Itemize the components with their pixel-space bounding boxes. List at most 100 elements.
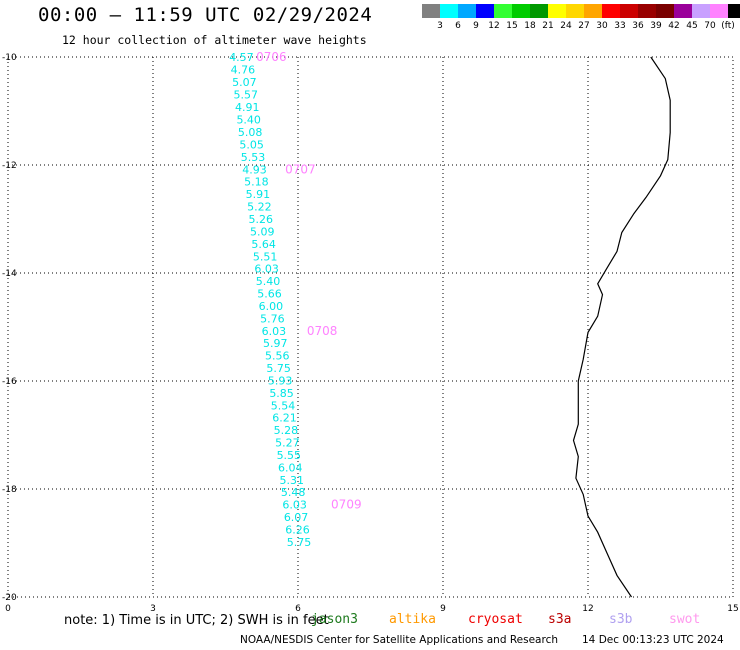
footer-source: NOAA/NESDIS Center for Satellite Applica… [240, 634, 558, 646]
pass-time-label: 0707 [285, 162, 316, 176]
lat-tick-label: -10 [2, 53, 17, 63]
wave-height-label: 5.05 [239, 138, 264, 151]
coastline [572, 56, 671, 598]
pass-time-label: 0709 [331, 498, 362, 512]
satellite-label-cryosat: cryosat [468, 612, 523, 627]
note-text: note: 1) Time is in UTC; 2) SWH is in fe… [64, 613, 329, 628]
colorbar-label: 30 [596, 21, 608, 31]
colorbar-label: 21 [542, 21, 554, 31]
wave-height-label: 4.76 [231, 63, 256, 76]
wave-height-label: 6.04 [278, 461, 303, 474]
colorbar-swatch [512, 4, 530, 18]
wave-height-label: 5.75 [266, 362, 291, 375]
footer-timestamp: 14 Dec 00:13:23 UTC 2024 [582, 634, 724, 646]
wave-height-label: 6.03 [282, 499, 307, 512]
wave-height-label: 6.03 [262, 325, 287, 338]
wave-height-label: 6.26 [285, 524, 310, 537]
colorbar-label: (ft) [721, 21, 735, 31]
colorbar-swatch [638, 4, 656, 18]
colorbar-label: 27 [578, 21, 590, 31]
colorbar-label: 15 [506, 21, 518, 31]
colorbar-label: 70 [704, 21, 716, 31]
colorbar-swatch [494, 4, 512, 18]
pass-time-label: 0706 [256, 50, 287, 64]
satellite-label-jason3: jason3 [311, 612, 358, 627]
map-frame [7, 56, 734, 598]
wave-height-label: 5.51 [253, 250, 278, 263]
wave-height-label: 4.93 [242, 163, 267, 176]
satellite-label-s3b: s3b [609, 612, 633, 627]
colorbar-swatch [584, 4, 602, 18]
wave-height-label: 6.03 [254, 263, 279, 276]
wave-height-label: 5.54 [271, 399, 296, 412]
lat-tick-label: -14 [2, 269, 17, 279]
colorbar-label: 9 [473, 21, 479, 31]
lat-tick-label: -12 [2, 161, 17, 171]
wave-height-label: 5.26 [249, 213, 274, 226]
lon-tick-label: 12 [582, 604, 593, 614]
wave-height-label: 5.27 [275, 437, 300, 450]
wave-height-label: 5.53 [241, 151, 266, 164]
colorbar-swatch [458, 4, 476, 18]
wave-height-label: 5.64 [251, 238, 276, 251]
wave-height-label: 5.91 [246, 188, 271, 201]
colorbar-swatch [440, 4, 458, 18]
colorbar-label: 18 [524, 21, 536, 31]
colorbar-swatch [602, 4, 620, 18]
wave-height-label: 5.56 [265, 350, 290, 363]
wave-height-label: 4.91 [235, 101, 260, 114]
wave-height-label: 6.07 [284, 511, 309, 524]
wave-height-label: 4.57 [229, 51, 254, 64]
colorbar-label: 24 [560, 21, 572, 31]
wave-height-label: 5.28 [274, 424, 299, 437]
colorbar-swatch [476, 4, 494, 18]
colorbar-label: 36 [632, 21, 644, 31]
satellite-label-s3a: s3a [548, 612, 572, 627]
wave-height-label: 5.18 [244, 176, 269, 189]
colorbar-swatch [674, 4, 692, 18]
colorbar-label: 45 [686, 21, 698, 31]
lon-tick-label: 9 [440, 604, 446, 614]
page-title: 00:00 – 11:59 UTC 02/29/2024 [38, 4, 373, 26]
colorbar-swatch [548, 4, 566, 18]
colorbar-swatch [530, 4, 548, 18]
colorbar-swatch [566, 4, 584, 18]
colorbar-label: 12 [488, 21, 500, 31]
lat-tick-label: -20 [2, 593, 17, 603]
colorbar-swatch [710, 4, 728, 18]
colorbar-swatch [728, 4, 740, 18]
wave-height-label: 5.75 [287, 536, 312, 549]
wave-height-label: 5.09 [250, 225, 275, 238]
satellite-label-altika: altika [389, 612, 436, 627]
wave-height-label: 6.00 [259, 300, 284, 313]
colorbar-label: 42 [668, 21, 680, 31]
wave-height-label: 5.66 [257, 288, 282, 301]
colorbar-swatch [620, 4, 638, 18]
colorbar-label: 39 [650, 21, 662, 31]
lon-tick-label: 0 [5, 604, 11, 614]
wave-height-label: 5.97 [263, 337, 288, 350]
lat-tick-label: -16 [2, 377, 17, 387]
wave-height-label: 5.40 [236, 114, 261, 127]
wave-height-label: 5.57 [234, 88, 259, 101]
wave-height-label: 5.22 [247, 201, 272, 214]
colorbar-label: 3 [437, 21, 443, 31]
lon-tick-label: 6 [295, 604, 301, 614]
wave-height-label: 5.31 [279, 474, 304, 487]
colorbar-swatch [656, 4, 674, 18]
satellite-label-swot: swot [669, 612, 701, 627]
wave-height-label: 6.21 [272, 412, 297, 425]
colorbar-swatch [692, 4, 710, 18]
wave-height-label: 5.07 [232, 76, 257, 89]
wave-height-label: 5.85 [269, 387, 294, 400]
wave-height-label: 5.55 [277, 449, 302, 462]
colorbar-label: 6 [455, 21, 461, 31]
wave-height-label: 5.76 [260, 312, 285, 325]
wave-height-label: 5.48 [281, 486, 306, 499]
lat-tick-label: -18 [2, 485, 17, 495]
lon-tick-label: 3 [150, 604, 156, 614]
wave-height-label: 5.08 [238, 126, 263, 139]
wave-height-label: 5.40 [256, 275, 281, 288]
colorbar-swatch [422, 4, 440, 18]
